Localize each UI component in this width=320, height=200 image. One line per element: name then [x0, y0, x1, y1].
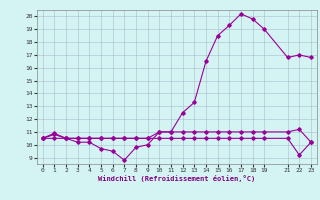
X-axis label: Windchill (Refroidissement éolien,°C): Windchill (Refroidissement éolien,°C): [98, 175, 255, 182]
